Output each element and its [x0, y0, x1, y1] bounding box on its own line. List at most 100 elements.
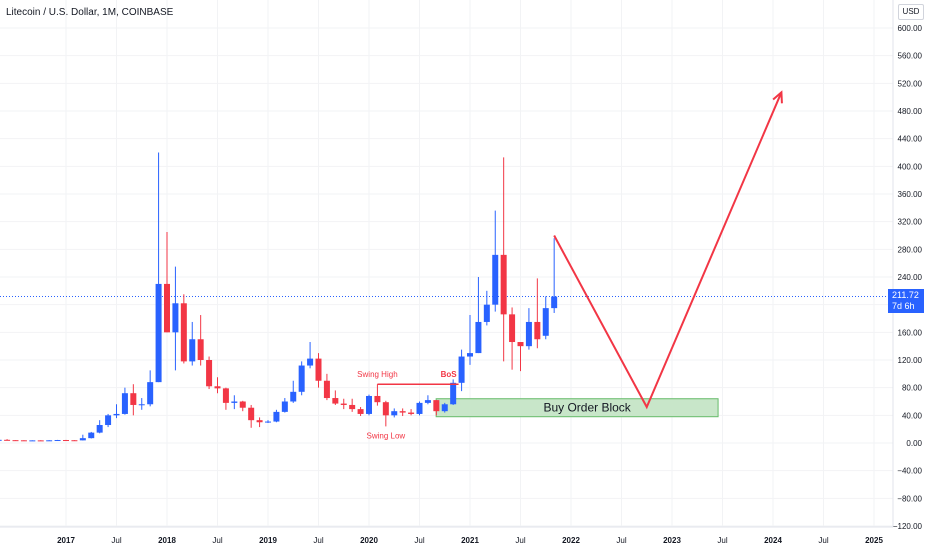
x-tick-label: 2021	[461, 536, 479, 545]
candle-body	[180, 303, 187, 362]
x-tick-label: Jul	[818, 536, 828, 545]
candle-body	[88, 432, 95, 439]
x-tick-label: Jul	[717, 536, 727, 545]
candle-body	[54, 440, 61, 442]
y-tick-label: 480.00	[898, 107, 923, 116]
candle-body	[256, 420, 263, 423]
candle-body	[391, 411, 398, 416]
y-tick-label: 160.00	[898, 328, 923, 337]
candle-body	[113, 413, 120, 416]
y-tick-label: 600.00	[898, 24, 923, 33]
y-tick-label: 40.00	[902, 411, 923, 420]
candle-body	[517, 342, 524, 347]
candle-body	[349, 404, 356, 410]
annotations: Swing High BoS Swing Low	[357, 90, 783, 440]
candle-body	[37, 440, 44, 442]
candle-body	[206, 360, 213, 387]
y-tick-label: 440.00	[898, 135, 923, 144]
x-tick-label: Jul	[212, 536, 222, 545]
candle-body	[382, 402, 389, 416]
candle-body	[374, 395, 381, 403]
candle-body	[332, 398, 339, 404]
candle-body	[509, 314, 516, 343]
y-tick-label: −80.00	[897, 494, 922, 503]
candle-body	[172, 303, 179, 333]
candle-body	[12, 440, 19, 442]
candle-body	[197, 339, 204, 360]
candle-body	[79, 438, 86, 441]
x-tick-label: Jul	[414, 536, 424, 545]
candle-body	[433, 400, 440, 412]
candles	[0, 152, 558, 442]
candle-body	[492, 254, 499, 305]
projection-path	[553, 91, 783, 410]
candle-body	[214, 386, 221, 389]
candle-body	[130, 393, 137, 405]
candle-body	[441, 404, 448, 412]
y-tick-label: 0.00	[906, 439, 922, 448]
y-tick-label: 520.00	[898, 79, 923, 88]
x-tick-label: Jul	[515, 536, 525, 545]
projection-arrowhead	[772, 90, 783, 104]
candle-body	[298, 365, 305, 392]
candle-body	[475, 321, 482, 354]
candle-body	[63, 440, 69, 442]
candle-body	[315, 358, 322, 381]
y-tick-label: 240.00	[898, 273, 923, 282]
candle-body	[96, 425, 103, 433]
candle-body	[155, 283, 162, 383]
buy-order-block-label: Buy Order Block	[543, 401, 631, 415]
x-tick-label: 2017	[57, 536, 75, 545]
candle-body	[399, 411, 406, 413]
candle-body	[273, 411, 280, 422]
x-tick-label: Jul	[111, 536, 121, 545]
candle-body	[4, 439, 11, 441]
candle-body	[450, 382, 457, 405]
y-tick-label: 80.00	[902, 384, 923, 393]
candle-body	[248, 407, 255, 421]
candle-body	[138, 404, 145, 406]
currency-button[interactable]: USD	[898, 4, 924, 20]
candle-body	[121, 393, 128, 414]
candle-body	[357, 409, 364, 414]
candle-body	[424, 400, 431, 403]
candle-body	[542, 308, 549, 336]
candle-body	[147, 382, 154, 405]
candle-body	[71, 440, 78, 442]
candle-body	[307, 358, 314, 366]
candle-body	[20, 440, 27, 442]
candle-body	[366, 395, 372, 414]
candle-body	[231, 401, 238, 403]
candle-body	[239, 401, 246, 408]
candle-body	[281, 401, 288, 412]
bar-countdown: 7d 6h	[892, 301, 915, 311]
y-tick-label: 560.00	[898, 52, 923, 61]
y-tick-label: 320.00	[898, 218, 923, 227]
y-tick-label: 360.00	[898, 190, 923, 199]
x-tick-label: Jul	[313, 536, 323, 545]
swing-high-label: Swing High	[357, 370, 397, 379]
bos-label: BoS	[441, 370, 458, 379]
y-tick-label: −40.00	[897, 467, 922, 476]
candle-body	[222, 388, 229, 403]
x-tick-label: 2019	[259, 536, 277, 545]
candle-body	[458, 356, 465, 383]
candle-body	[551, 296, 558, 309]
y-tick-label: 280.00	[898, 245, 923, 254]
chart-title: Litecoin / U.S. Dollar, 1M, COINBASE	[6, 7, 174, 18]
buy-order-block-layer: Buy Order Block	[435, 398, 719, 418]
candle-body	[416, 402, 423, 414]
y-tick-label: 400.00	[898, 162, 923, 171]
swing-low-label: Swing Low	[366, 431, 405, 440]
candle-body	[500, 254, 507, 315]
candle-body	[340, 403, 347, 405]
x-tick-label: Jul	[616, 536, 626, 545]
candle-body	[483, 304, 490, 322]
x-tick-label: 2023	[663, 536, 681, 545]
x-tick-label: 2024	[764, 536, 782, 545]
candle-body	[0, 439, 2, 441]
x-tick-label: 2020	[360, 536, 378, 545]
x-tick-label: 2022	[562, 536, 580, 545]
